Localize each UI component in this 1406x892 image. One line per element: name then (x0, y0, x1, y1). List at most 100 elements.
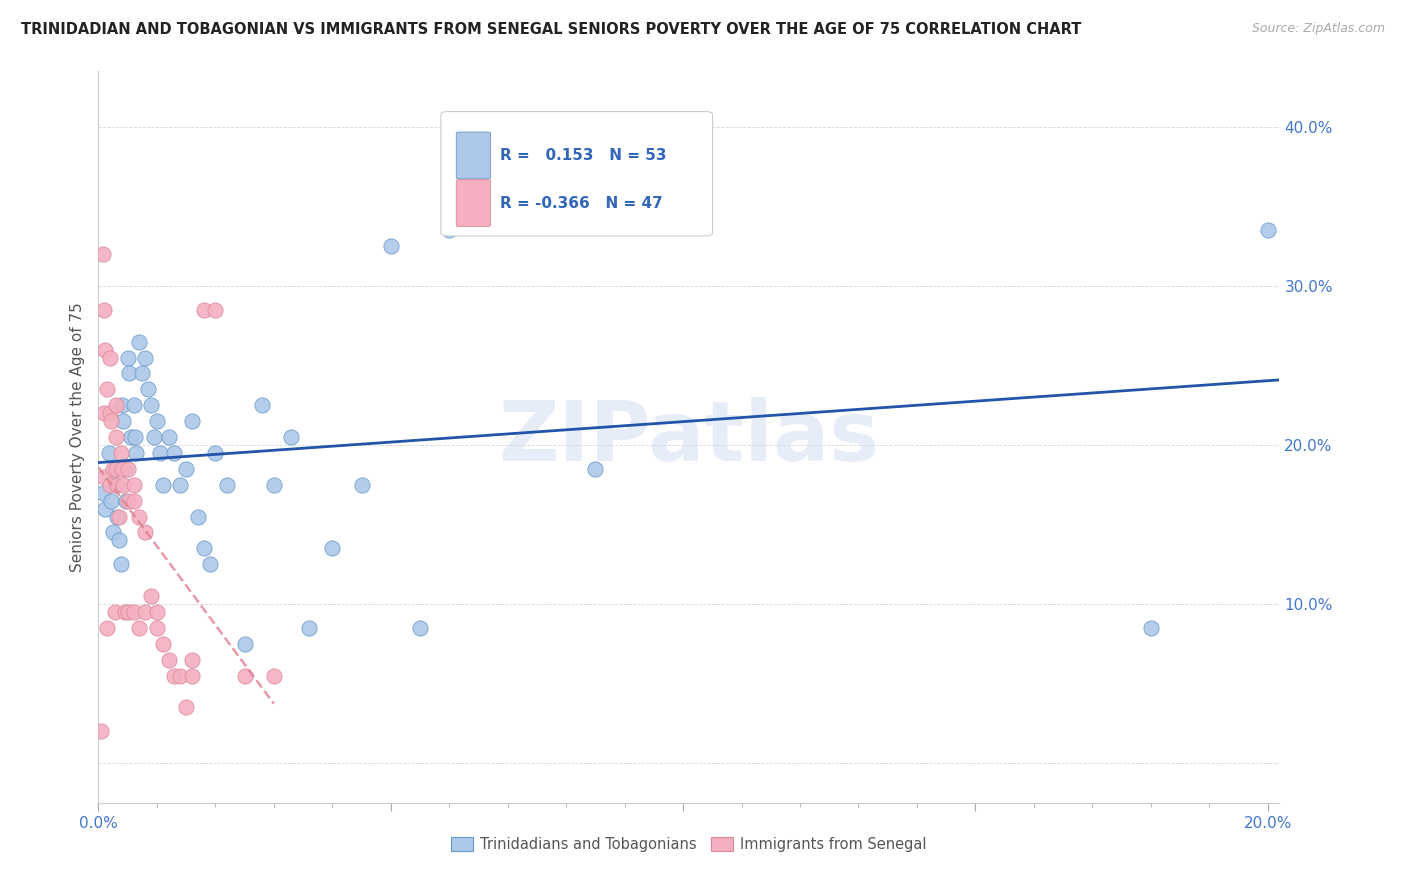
Point (104, 462, 127, 476)
Point (111, 398, 134, 412)
Point (496, 112, 519, 126)
Point (117, 493, 139, 508)
Point (128, 334, 150, 349)
Point (139, 589, 162, 603)
Point (111, 414, 134, 428)
Text: TRINIDADIAN AND TOBAGONIAN VS IMMIGRANTS FROM SENEGAL SENIORS POVERTY OVER THE A: TRINIDADIAN AND TOBAGONIAN VS IMMIGRANTS… (21, 22, 1081, 37)
Point (91, 247, 114, 261)
Point (134, 351, 156, 365)
Point (193, 302, 215, 317)
Point (136, 383, 159, 397)
Text: ZIPatlas: ZIPatlas (499, 397, 879, 477)
Point (90, 724, 112, 739)
Point (157, 430, 180, 444)
Point (146, 621, 169, 635)
Point (110, 558, 132, 572)
Point (409, 621, 432, 635)
Point (583, 462, 606, 476)
Point (204, 446, 226, 460)
Point (105, 477, 128, 491)
Point (122, 398, 145, 412)
Point (233, 637, 256, 651)
Point (163, 668, 186, 682)
Point (143, 430, 166, 444)
Point (100, 414, 122, 428)
Point (1257, 223, 1279, 237)
Point (110, 446, 132, 460)
Point (98, 477, 121, 491)
Point (122, 477, 145, 491)
Text: R =   0.153   N = 53: R = 0.153 N = 53 (501, 148, 666, 163)
Point (193, 541, 215, 556)
Point (93, 302, 115, 317)
Point (105, 509, 128, 524)
Point (157, 653, 180, 667)
Point (181, 653, 204, 667)
Point (100, 493, 122, 508)
Point (181, 668, 204, 682)
Point (122, 605, 145, 619)
Point (108, 509, 131, 524)
Point (118, 367, 141, 381)
Point (146, 605, 169, 619)
Point (115, 493, 138, 508)
Point (169, 477, 191, 491)
FancyBboxPatch shape (441, 112, 713, 235)
Point (131, 367, 153, 381)
Point (101, 525, 124, 540)
Point (122, 493, 145, 508)
Point (250, 398, 273, 412)
Point (93, 406, 115, 420)
Point (263, 668, 285, 682)
Point (350, 477, 373, 491)
Point (128, 509, 150, 524)
Point (321, 541, 343, 556)
Point (104, 477, 127, 491)
Point (198, 558, 221, 572)
Point (149, 446, 172, 460)
Point (104, 605, 127, 619)
Point (204, 302, 226, 317)
Point (96, 383, 118, 397)
Point (91, 485, 114, 500)
Point (233, 668, 256, 682)
Point (215, 477, 238, 491)
Point (1140, 621, 1163, 635)
Point (139, 398, 162, 412)
Point (280, 430, 302, 444)
Point (380, 239, 402, 253)
Point (152, 637, 174, 651)
Point (163, 446, 186, 460)
Point (97, 446, 120, 460)
Point (124, 430, 146, 444)
Point (117, 605, 139, 619)
Point (169, 668, 191, 682)
Y-axis label: Seniors Poverty Over the Age of 75: Seniors Poverty Over the Age of 75 (69, 302, 84, 572)
Point (181, 414, 204, 428)
Point (94, 343, 117, 357)
Point (101, 462, 124, 476)
Point (104, 462, 127, 476)
Point (187, 509, 209, 524)
Point (152, 477, 174, 491)
Point (93, 470, 115, 484)
Point (134, 605, 156, 619)
Point (117, 351, 139, 365)
Point (263, 477, 285, 491)
Legend: Trinidadians and Tobagonians, Immigrants from Senegal: Trinidadians and Tobagonians, Immigrants… (446, 831, 932, 858)
Point (94, 501, 117, 516)
Point (114, 605, 136, 619)
Point (108, 533, 131, 548)
Text: Source: ZipAtlas.com: Source: ZipAtlas.com (1251, 22, 1385, 36)
Point (104, 398, 127, 412)
Point (439, 223, 461, 237)
Point (174, 700, 197, 714)
FancyBboxPatch shape (457, 132, 491, 179)
Point (134, 525, 156, 540)
Point (111, 477, 134, 491)
Point (117, 462, 139, 476)
Point (146, 414, 169, 428)
Point (114, 462, 136, 476)
Point (111, 462, 134, 476)
Point (120, 430, 142, 444)
